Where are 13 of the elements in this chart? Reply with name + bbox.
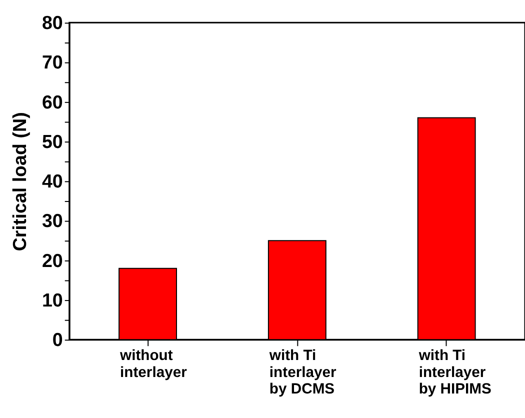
y-tick-label: 60 <box>42 91 63 112</box>
x-tick-label: with Ti interlayer by DCMS <box>268 348 336 398</box>
y-tick-label: 50 <box>42 130 63 152</box>
x-tick-label: without interlayer <box>119 348 188 381</box>
y-tick-label: 80 <box>42 12 63 34</box>
x-tick-label: with Ti interlayer by HIPIMS <box>418 348 492 398</box>
y-tick-label: 40 <box>42 170 63 192</box>
y-tick-label: 30 <box>42 210 63 232</box>
y-axis-title: Critical load (N) <box>9 112 30 252</box>
y-tick-label: 70 <box>42 52 63 73</box>
y-tick-label: 20 <box>42 250 63 271</box>
y-tick-label: 0 <box>52 329 63 350</box>
y-tick-label: 10 <box>42 289 63 310</box>
